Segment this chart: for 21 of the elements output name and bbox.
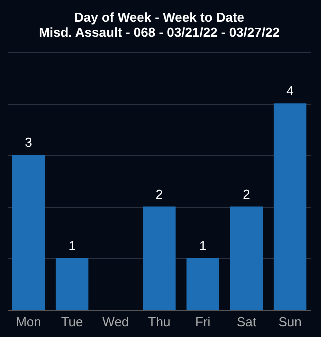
x-tick-label: Fri [196, 314, 211, 330]
data-label: 1 [68, 238, 76, 254]
x-tick-label: Tue [61, 314, 84, 330]
bar [56, 258, 89, 310]
data-label: 3 [25, 135, 32, 150]
data-label: 2 [243, 186, 250, 202]
data-label: 4 [286, 84, 294, 99]
x-tick-label: Wed [102, 314, 130, 330]
data-label: 2 [156, 186, 164, 202]
bar [143, 206, 176, 310]
bar [12, 155, 46, 310]
bar [230, 206, 264, 310]
bar [186, 258, 220, 310]
x-tick-label: Sat [236, 314, 257, 330]
bar [274, 104, 307, 310]
chart-subtitle: Misd. Assault - 068 - 03/21/22 - 03/27/22 [39, 25, 280, 40]
x-tick-label: Sun [278, 314, 302, 330]
x-tick-label: Mon [16, 314, 42, 330]
x-tick-label: Thu [148, 314, 171, 330]
data-label: 1 [199, 238, 207, 254]
chart-title: Day of Week - Week to Date [74, 10, 245, 25]
